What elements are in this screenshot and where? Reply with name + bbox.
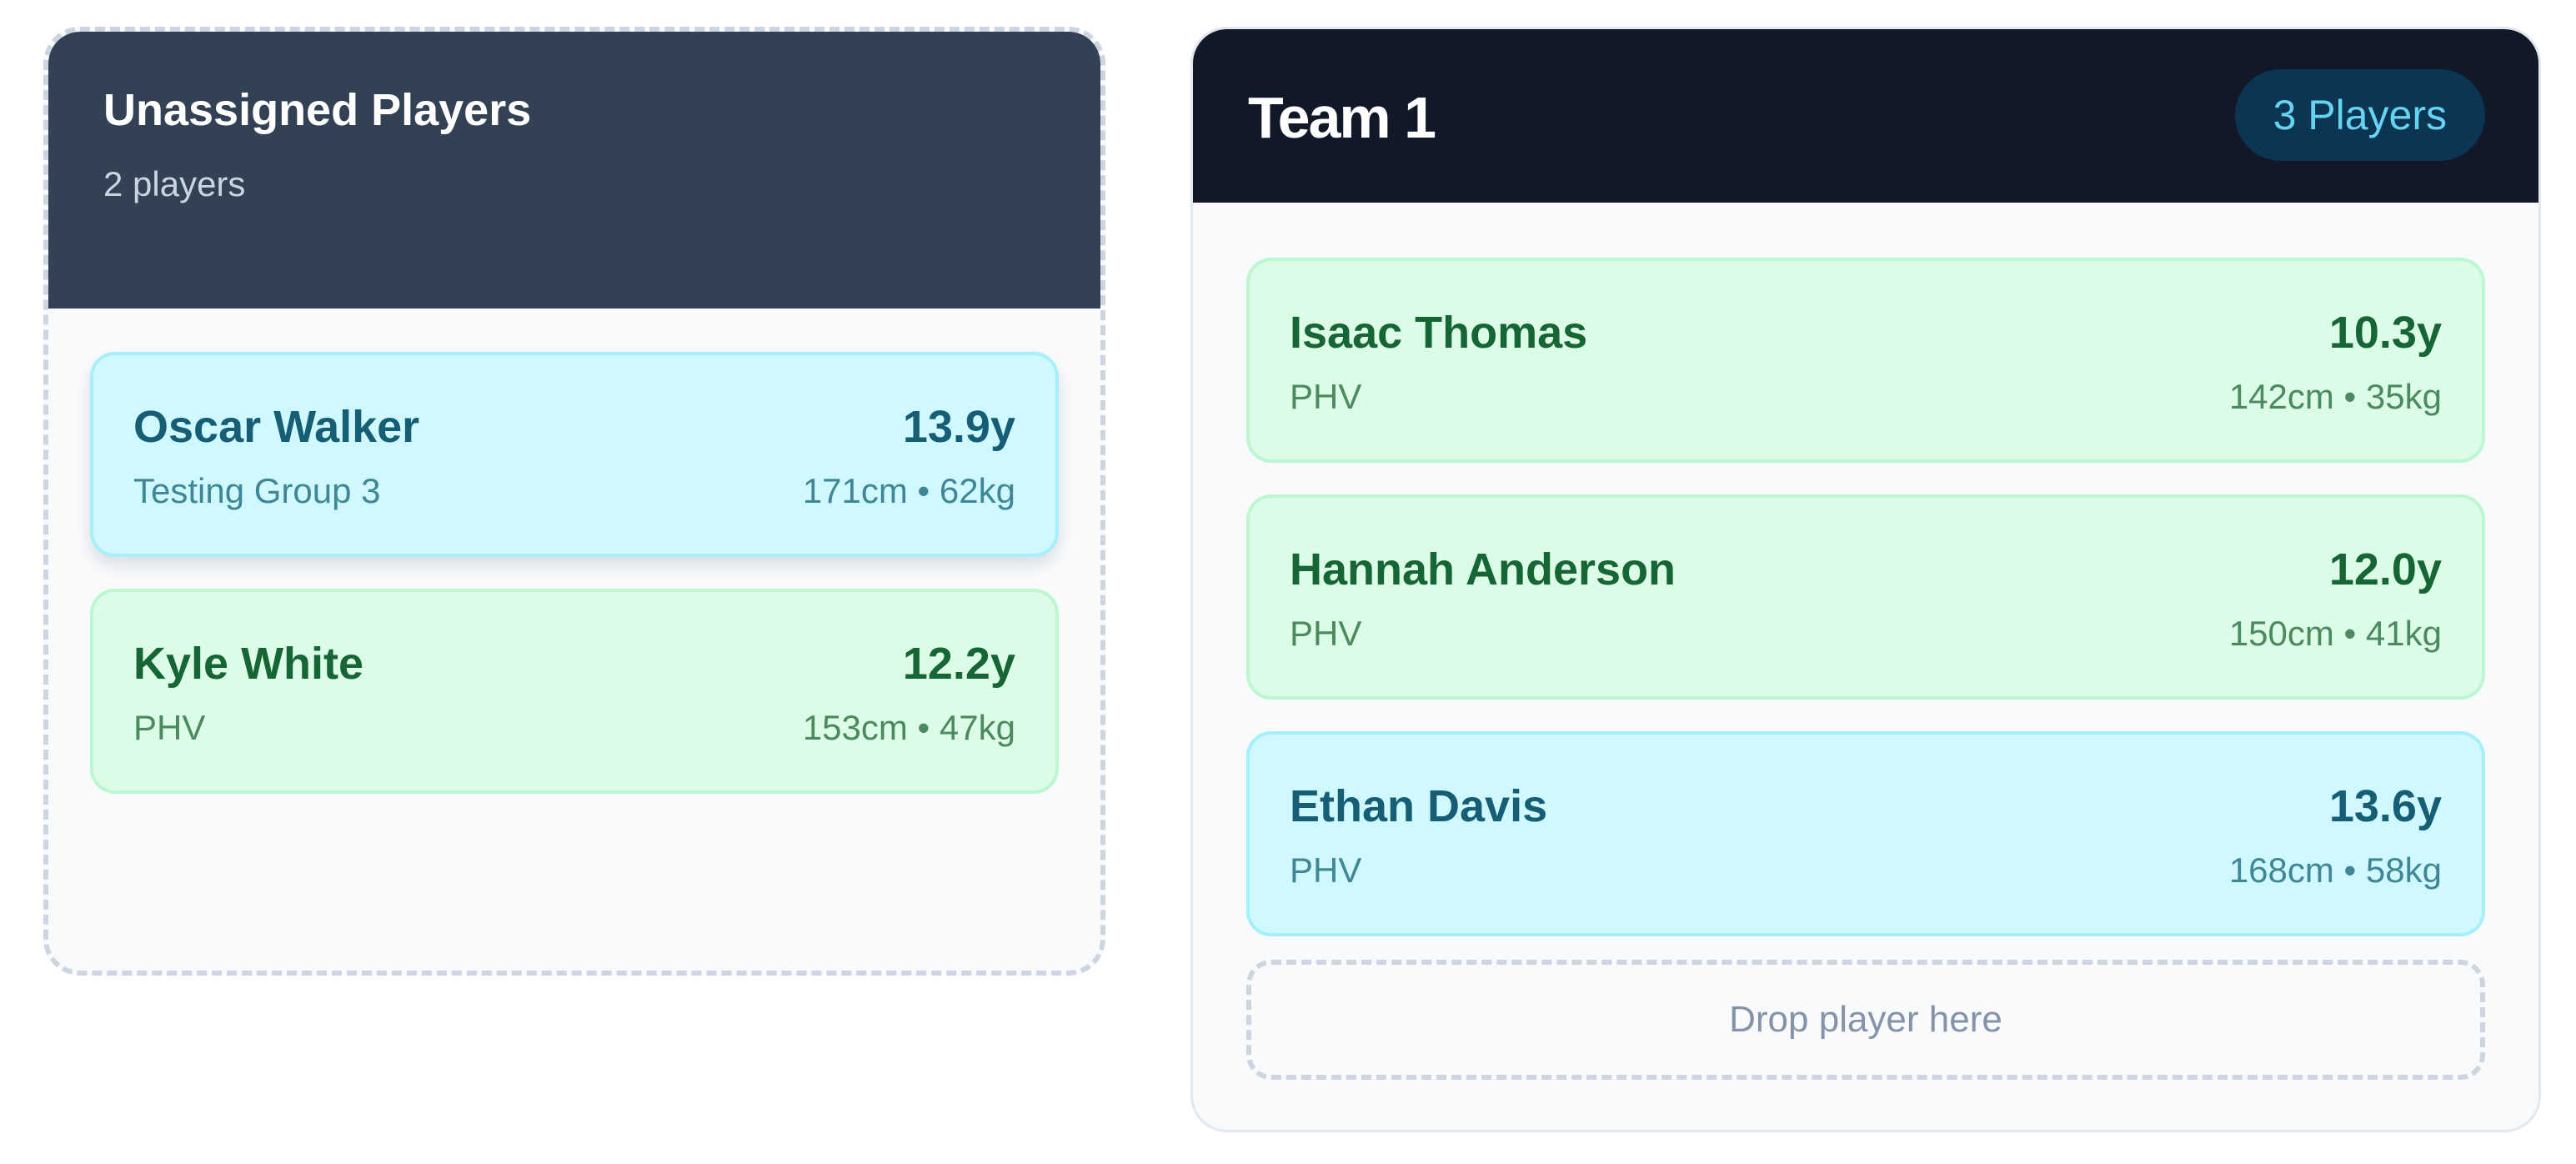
team-header: Team 1 3 Players bbox=[1193, 29, 2538, 203]
player-card-isaac-thomas[interactable]: Isaac Thomas 10.3y PHV 142cm • 35kg bbox=[1246, 258, 2485, 463]
player-stats: 171cm • 62kg bbox=[802, 471, 1015, 510]
unassigned-count: 2 players bbox=[103, 164, 246, 203]
player-group: PHV bbox=[1290, 377, 1362, 416]
player-card-ethan-davis[interactable]: Ethan Davis 13.6y PHV 168cm • 58kg bbox=[1246, 731, 2485, 936]
player-age: 13.9y bbox=[902, 402, 1015, 452]
player-group: PHV bbox=[1290, 614, 1362, 653]
drop-zone[interactable]: Drop player here bbox=[1246, 960, 2485, 1080]
unassigned-players-panel[interactable]: Unassigned Players 2 players Oscar Walke… bbox=[43, 27, 1105, 976]
unassigned-title: Unassigned Players bbox=[103, 85, 532, 135]
player-card-oscar-walker[interactable]: Oscar Walker 13.9y Testing Group 3 171cm… bbox=[90, 352, 1059, 557]
unassigned-header: Unassigned Players 2 players bbox=[48, 32, 1100, 309]
player-age: 10.3y bbox=[2328, 308, 2442, 358]
player-stats: 168cm • 58kg bbox=[2228, 850, 2442, 890]
player-group: PHV bbox=[1290, 850, 1362, 890]
player-stats: 150cm • 41kg bbox=[2228, 614, 2442, 653]
player-card-hannah-anderson[interactable]: Hannah Anderson 12.0y PHV 150cm • 41kg bbox=[1246, 494, 2485, 700]
player-group: Testing Group 3 bbox=[133, 471, 381, 510]
player-card-kyle-white[interactable]: Kyle White 12.2y PHV 153cm • 47kg bbox=[90, 589, 1059, 794]
team-player-count-badge: 3 Players bbox=[2234, 69, 2485, 161]
player-stats: 153cm • 47kg bbox=[802, 708, 1015, 747]
player-name: Ethan Davis bbox=[1290, 781, 1548, 831]
player-age: 12.2y bbox=[902, 639, 1015, 689]
player-age: 12.0y bbox=[2328, 544, 2442, 595]
player-group: PHV bbox=[133, 708, 206, 747]
team-1-panel[interactable]: Team 1 3 Players Isaac Thomas 10.3y PHV … bbox=[1190, 27, 2541, 1132]
team-title: Team 1 bbox=[1248, 85, 1436, 150]
player-age: 13.6y bbox=[2328, 781, 2442, 831]
player-name: Hannah Anderson bbox=[1290, 544, 1676, 595]
player-name: Oscar Walker bbox=[133, 402, 420, 452]
player-name: Isaac Thomas bbox=[1290, 308, 1588, 358]
player-name: Kyle White bbox=[133, 639, 364, 689]
player-stats: 142cm • 35kg bbox=[2228, 377, 2442, 416]
